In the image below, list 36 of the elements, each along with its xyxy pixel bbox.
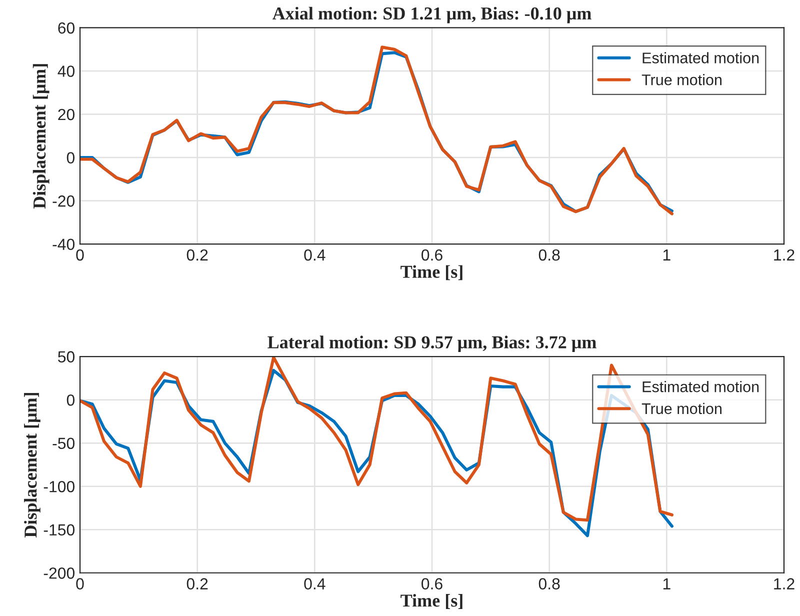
x-tick-label: 1 — [663, 250, 670, 260]
y-tick-label: 0 — [66, 152, 75, 164]
x-tick-label: 0 — [76, 578, 84, 590]
y-tick-label: -150 — [44, 524, 75, 536]
x-tick-label: 1.2 — [774, 249, 794, 260]
y-tick-label: 60 — [58, 22, 75, 34]
x-tick-label: 0.6 — [422, 578, 442, 590]
legend-label: Estimated motion — [642, 380, 759, 392]
y-tick-label: -40 — [52, 238, 75, 250]
y-tick-label: 0 — [66, 394, 75, 406]
x-axis-title: Time [s] — [400, 265, 462, 280]
y-tick-label: -50 — [52, 438, 75, 450]
x-tick-label: 0.2 — [186, 578, 208, 590]
x-tick-label: 0.4 — [304, 249, 326, 261]
x-tick-label: 0.2 — [186, 249, 208, 261]
x-tick-label: 0.8 — [538, 578, 560, 590]
y-tick-label: 50 — [58, 351, 75, 362]
legend-label: Estimated motion — [642, 52, 759, 64]
y-tick-label: -100 — [44, 480, 75, 492]
y-axis-title: Displacement [μm] — [32, 64, 50, 209]
chart-title: Lateral motion: SD 9.57 μm, Bias: 3.72 μm — [268, 336, 596, 352]
chart-title: Axial motion: SD 1.21 μm, Bias: -0.10 μm — [272, 6, 592, 24]
y-axis-title: Displacement [μm] — [24, 392, 40, 538]
legend-label: True motion — [642, 74, 722, 86]
y-tick-label: 20 — [58, 108, 75, 120]
x-tick-label: 0.4 — [304, 578, 326, 590]
x-axis-title: Time [s] — [400, 594, 462, 609]
y-tick-label: -20 — [52, 195, 75, 207]
x-tick-label: 1.2 — [774, 578, 794, 590]
x-tick-label: 0 — [76, 249, 84, 261]
x-tick-label: 1 — [663, 578, 670, 590]
legend-label: True motion — [642, 402, 722, 414]
y-tick-label: -200 — [44, 568, 75, 579]
x-tick-label: 0.8 — [538, 249, 560, 261]
y-tick-label: 40 — [58, 66, 75, 77]
x-tick-label: 0.6 — [422, 249, 442, 261]
